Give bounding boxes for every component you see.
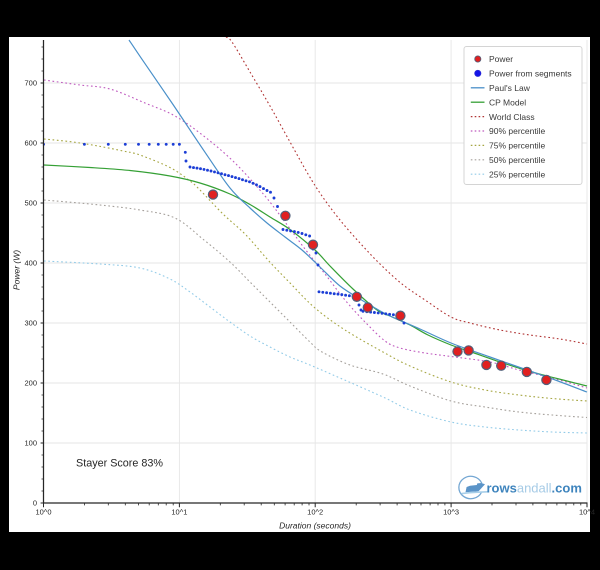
svg-text:600: 600 <box>24 139 37 148</box>
svg-text:90% percentile: 90% percentile <box>489 126 546 136</box>
svg-text:10^0: 10^0 <box>35 508 51 517</box>
svg-text:CP Model: CP Model <box>489 97 526 107</box>
svg-text:Power from segments: Power from segments <box>489 69 572 79</box>
svg-text:Stayer Score 83%: Stayer Score 83% <box>76 458 163 470</box>
svg-text:300: 300 <box>24 319 37 328</box>
svg-text:200: 200 <box>24 379 37 388</box>
svg-text:Power: Power <box>489 54 513 64</box>
svg-text:10^3: 10^3 <box>443 508 459 517</box>
svg-text:10^1: 10^1 <box>171 508 187 517</box>
svg-text:400: 400 <box>24 259 37 268</box>
svg-text:25% percentile: 25% percentile <box>489 169 546 179</box>
svg-text:Paul's Law: Paul's Law <box>489 83 531 93</box>
svg-text:500: 500 <box>24 199 37 208</box>
svg-text:100: 100 <box>24 439 37 448</box>
svg-text:10^4: 10^4 <box>579 508 595 517</box>
svg-text:75% percentile: 75% percentile <box>489 141 546 151</box>
svg-text:0: 0 <box>33 499 37 508</box>
svg-text:World Class: World Class <box>489 112 535 122</box>
svg-text:rowsandall.com: rowsandall.com <box>487 481 582 496</box>
svg-text:700: 700 <box>24 79 37 88</box>
svg-text:Duration (seconds): Duration (seconds) <box>279 521 351 531</box>
svg-text:Power (W): Power (W) <box>11 250 21 290</box>
svg-text:10^2: 10^2 <box>307 508 323 517</box>
svg-text:50% percentile: 50% percentile <box>489 155 546 165</box>
